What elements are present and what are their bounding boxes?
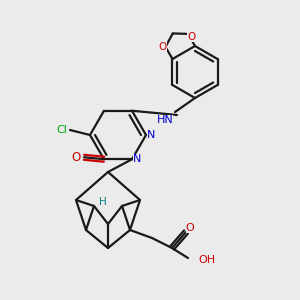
Text: Cl: Cl [57,125,68,135]
Text: N: N [147,130,155,140]
Text: O: O [158,42,166,52]
Text: N: N [133,154,141,164]
Text: H: H [99,197,107,207]
Text: O: O [186,223,194,233]
Text: O: O [71,151,81,164]
Text: HN: HN [157,115,173,125]
Text: O: O [187,32,195,42]
Text: OH: OH [198,255,215,265]
